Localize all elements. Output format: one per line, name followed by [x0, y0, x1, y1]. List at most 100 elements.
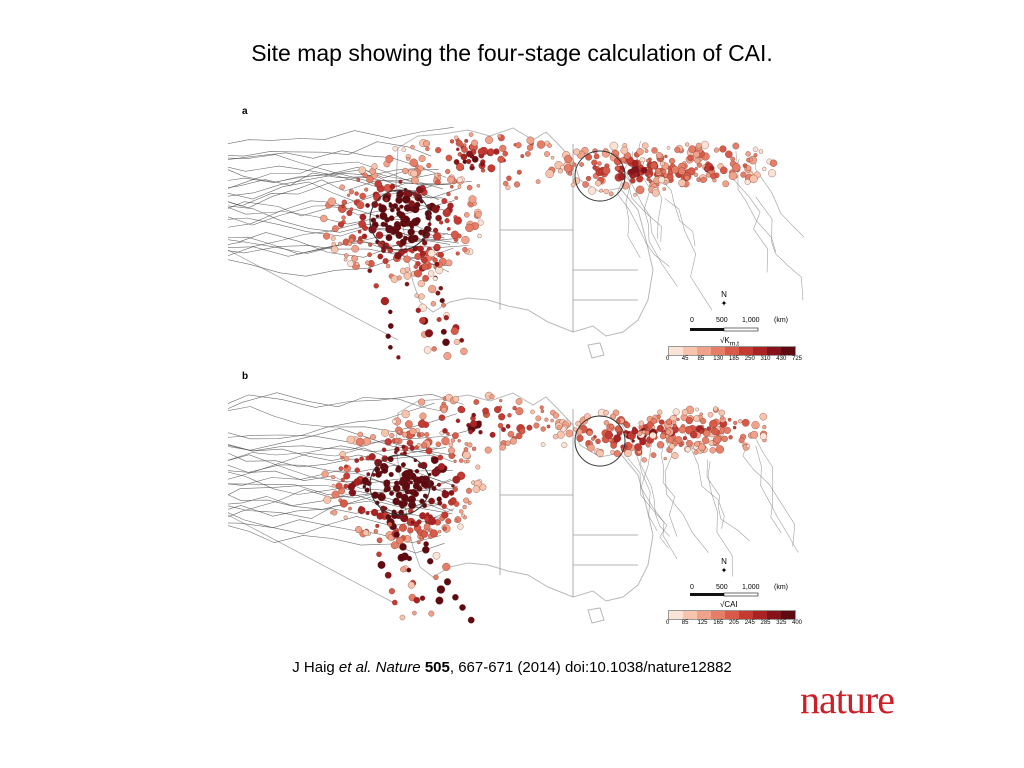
track-point-marker — [753, 153, 758, 158]
track-point-marker — [454, 519, 458, 523]
track-point-marker — [459, 458, 464, 463]
track-point-marker — [732, 425, 737, 430]
track-point-marker — [435, 214, 442, 222]
track-point-marker — [502, 150, 509, 157]
track-point-marker — [613, 157, 622, 166]
legend-tick-label: 185 — [729, 356, 740, 362]
tasmania-outline — [587, 342, 605, 359]
legend-swatch — [697, 611, 711, 619]
track-point-marker — [395, 196, 403, 204]
track-point-marker — [396, 355, 401, 360]
track-point-marker — [725, 150, 733, 159]
track-point-marker — [651, 147, 658, 154]
track-point-marker — [401, 481, 411, 490]
track-point-marker — [401, 431, 408, 438]
track-point-marker — [344, 464, 348, 469]
track-point-marker — [343, 515, 348, 520]
track-point-marker — [674, 146, 681, 153]
track-point-marker — [341, 199, 348, 205]
citation-volume: 505 — [424, 659, 450, 676]
track-point-marker — [599, 188, 604, 193]
track-point-marker — [354, 467, 361, 473]
track-point-marker — [540, 426, 546, 432]
track-point-marker — [368, 453, 376, 461]
map-b-svg — [228, 391, 799, 624]
track-point-marker — [418, 155, 426, 163]
citation: J Haig et al. Nature 505, 667-671 (2014)… — [0, 659, 1024, 676]
track-point-marker — [409, 480, 413, 485]
track-point-marker — [499, 444, 506, 451]
track-point-marker — [453, 338, 460, 346]
track-point-marker — [672, 423, 677, 429]
track-point-marker — [638, 420, 645, 427]
track-point-marker — [390, 275, 399, 283]
track-point-marker — [647, 173, 652, 178]
legend-swatch — [739, 611, 753, 619]
track-point-marker — [435, 147, 442, 154]
track-point-marker — [477, 148, 485, 155]
track-point-marker — [351, 255, 358, 262]
track-point-marker — [378, 204, 387, 213]
track-point-marker — [608, 191, 614, 197]
track-point-marker — [457, 439, 461, 443]
track-point-marker — [646, 158, 650, 163]
cyclone-track-line — [228, 525, 445, 554]
track-point-marker — [354, 191, 359, 196]
track-point-marker — [366, 472, 371, 477]
track-point-marker — [432, 551, 441, 560]
track-point-marker — [450, 184, 454, 189]
track-point-marker — [533, 422, 540, 429]
track-point-marker — [443, 578, 452, 586]
track-point-marker — [385, 154, 394, 163]
track-point-marker — [595, 438, 601, 445]
track-point-marker — [425, 146, 430, 152]
track-point-marker — [436, 482, 442, 487]
legend-swatch — [711, 347, 725, 355]
track-point-marker — [419, 317, 427, 324]
boundary-line — [228, 249, 399, 341]
track-point-marker — [478, 430, 483, 435]
track-point-marker — [719, 145, 727, 153]
track-point-marker — [442, 428, 448, 434]
track-point-marker — [354, 458, 360, 463]
track-point-marker — [572, 162, 577, 167]
track-point-marker — [448, 207, 453, 211]
cyclone-track-line — [228, 173, 435, 209]
track-point-marker — [603, 420, 610, 426]
track-point-marker — [535, 415, 542, 422]
track-point-marker — [657, 409, 663, 415]
scale-label-500: 500 — [716, 584, 728, 591]
legend-swatch — [669, 611, 683, 619]
track-point-marker — [741, 418, 750, 427]
track-point-marker — [323, 495, 332, 504]
track-point-marker — [695, 142, 702, 149]
track-point-marker — [732, 163, 741, 172]
track-point-marker — [505, 185, 511, 191]
track-point-marker — [713, 435, 722, 444]
track-point-marker — [394, 438, 400, 444]
track-point-marker — [365, 260, 370, 266]
citation-etal: et al. — [338, 659, 372, 676]
track-point-marker — [513, 181, 521, 188]
track-point-marker — [713, 147, 720, 153]
cyclone-track-line — [228, 169, 443, 190]
legend-tick-label: 250 — [744, 356, 755, 362]
track-point-marker — [688, 145, 696, 153]
track-point-marker — [460, 153, 468, 161]
track-point-marker — [435, 290, 441, 296]
cyclone-track-line — [755, 445, 799, 553]
track-point-marker — [359, 456, 364, 461]
track-point-marker — [348, 237, 354, 243]
track-point-marker — [487, 148, 495, 156]
track-point-marker — [396, 210, 403, 217]
track-point-marker — [694, 166, 698, 171]
track-point-marker — [344, 253, 349, 258]
track-point-marker — [391, 227, 399, 235]
legend-swatch — [683, 611, 697, 619]
track-point-marker — [684, 446, 691, 453]
legend-swatch — [781, 347, 795, 355]
legend-title: √Km,t — [720, 336, 739, 348]
track-point-marker — [441, 302, 446, 308]
track-point-marker — [451, 484, 455, 488]
track-point-marker — [436, 317, 442, 322]
